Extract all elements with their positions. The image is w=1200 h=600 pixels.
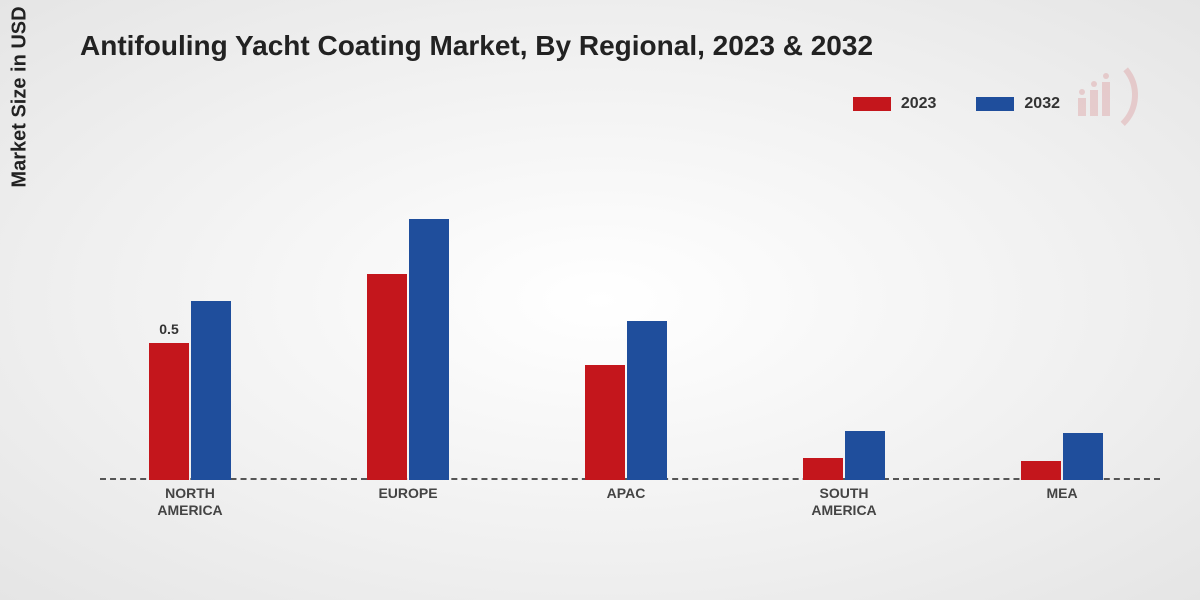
bar: [803, 458, 843, 480]
bar-group: 0.5: [130, 301, 250, 480]
bar-value-label: 0.5: [159, 321, 178, 337]
x-axis-category-label: MEA: [1002, 485, 1122, 502]
y-axis-label: Market Size in USD Billion: [9, 0, 32, 188]
legend-item-2023: 2023: [853, 95, 937, 113]
x-axis-category-label: EUROPE: [348, 485, 468, 502]
x-axis-category-label: SOUTHAMERICA: [784, 485, 904, 519]
bar: 0.5: [149, 343, 189, 481]
watermark-logo: [1050, 50, 1140, 145]
chart-plot-area: 0.5: [100, 150, 1160, 480]
bar: [1063, 433, 1103, 480]
bar: [585, 365, 625, 481]
bar: [845, 431, 885, 481]
x-axis-labels: NORTHAMERICA EUROPE APAC SOUTHAMERICA MEA: [100, 485, 1160, 535]
bar-group: [784, 431, 904, 481]
x-axis-category-label: APAC: [566, 485, 686, 502]
bar-group: [566, 321, 686, 481]
legend-label-2032: 2032: [1024, 95, 1060, 113]
x-axis-category-label: NORTHAMERICA: [130, 485, 250, 519]
legend-swatch-2023: [853, 97, 891, 111]
bar: [1021, 461, 1061, 480]
legend: 2023 2032: [853, 95, 1060, 113]
bar: [191, 301, 231, 480]
legend-swatch-2032: [976, 97, 1014, 111]
bar: [409, 219, 449, 480]
chart-title: Antifouling Yacht Coating Market, By Reg…: [80, 30, 873, 62]
legend-item-2032: 2032: [976, 95, 1060, 113]
bar-group: [348, 219, 468, 480]
bar: [627, 321, 667, 481]
bar: [367, 274, 407, 480]
legend-label-2023: 2023: [901, 95, 937, 113]
bar-group: [1002, 433, 1122, 480]
